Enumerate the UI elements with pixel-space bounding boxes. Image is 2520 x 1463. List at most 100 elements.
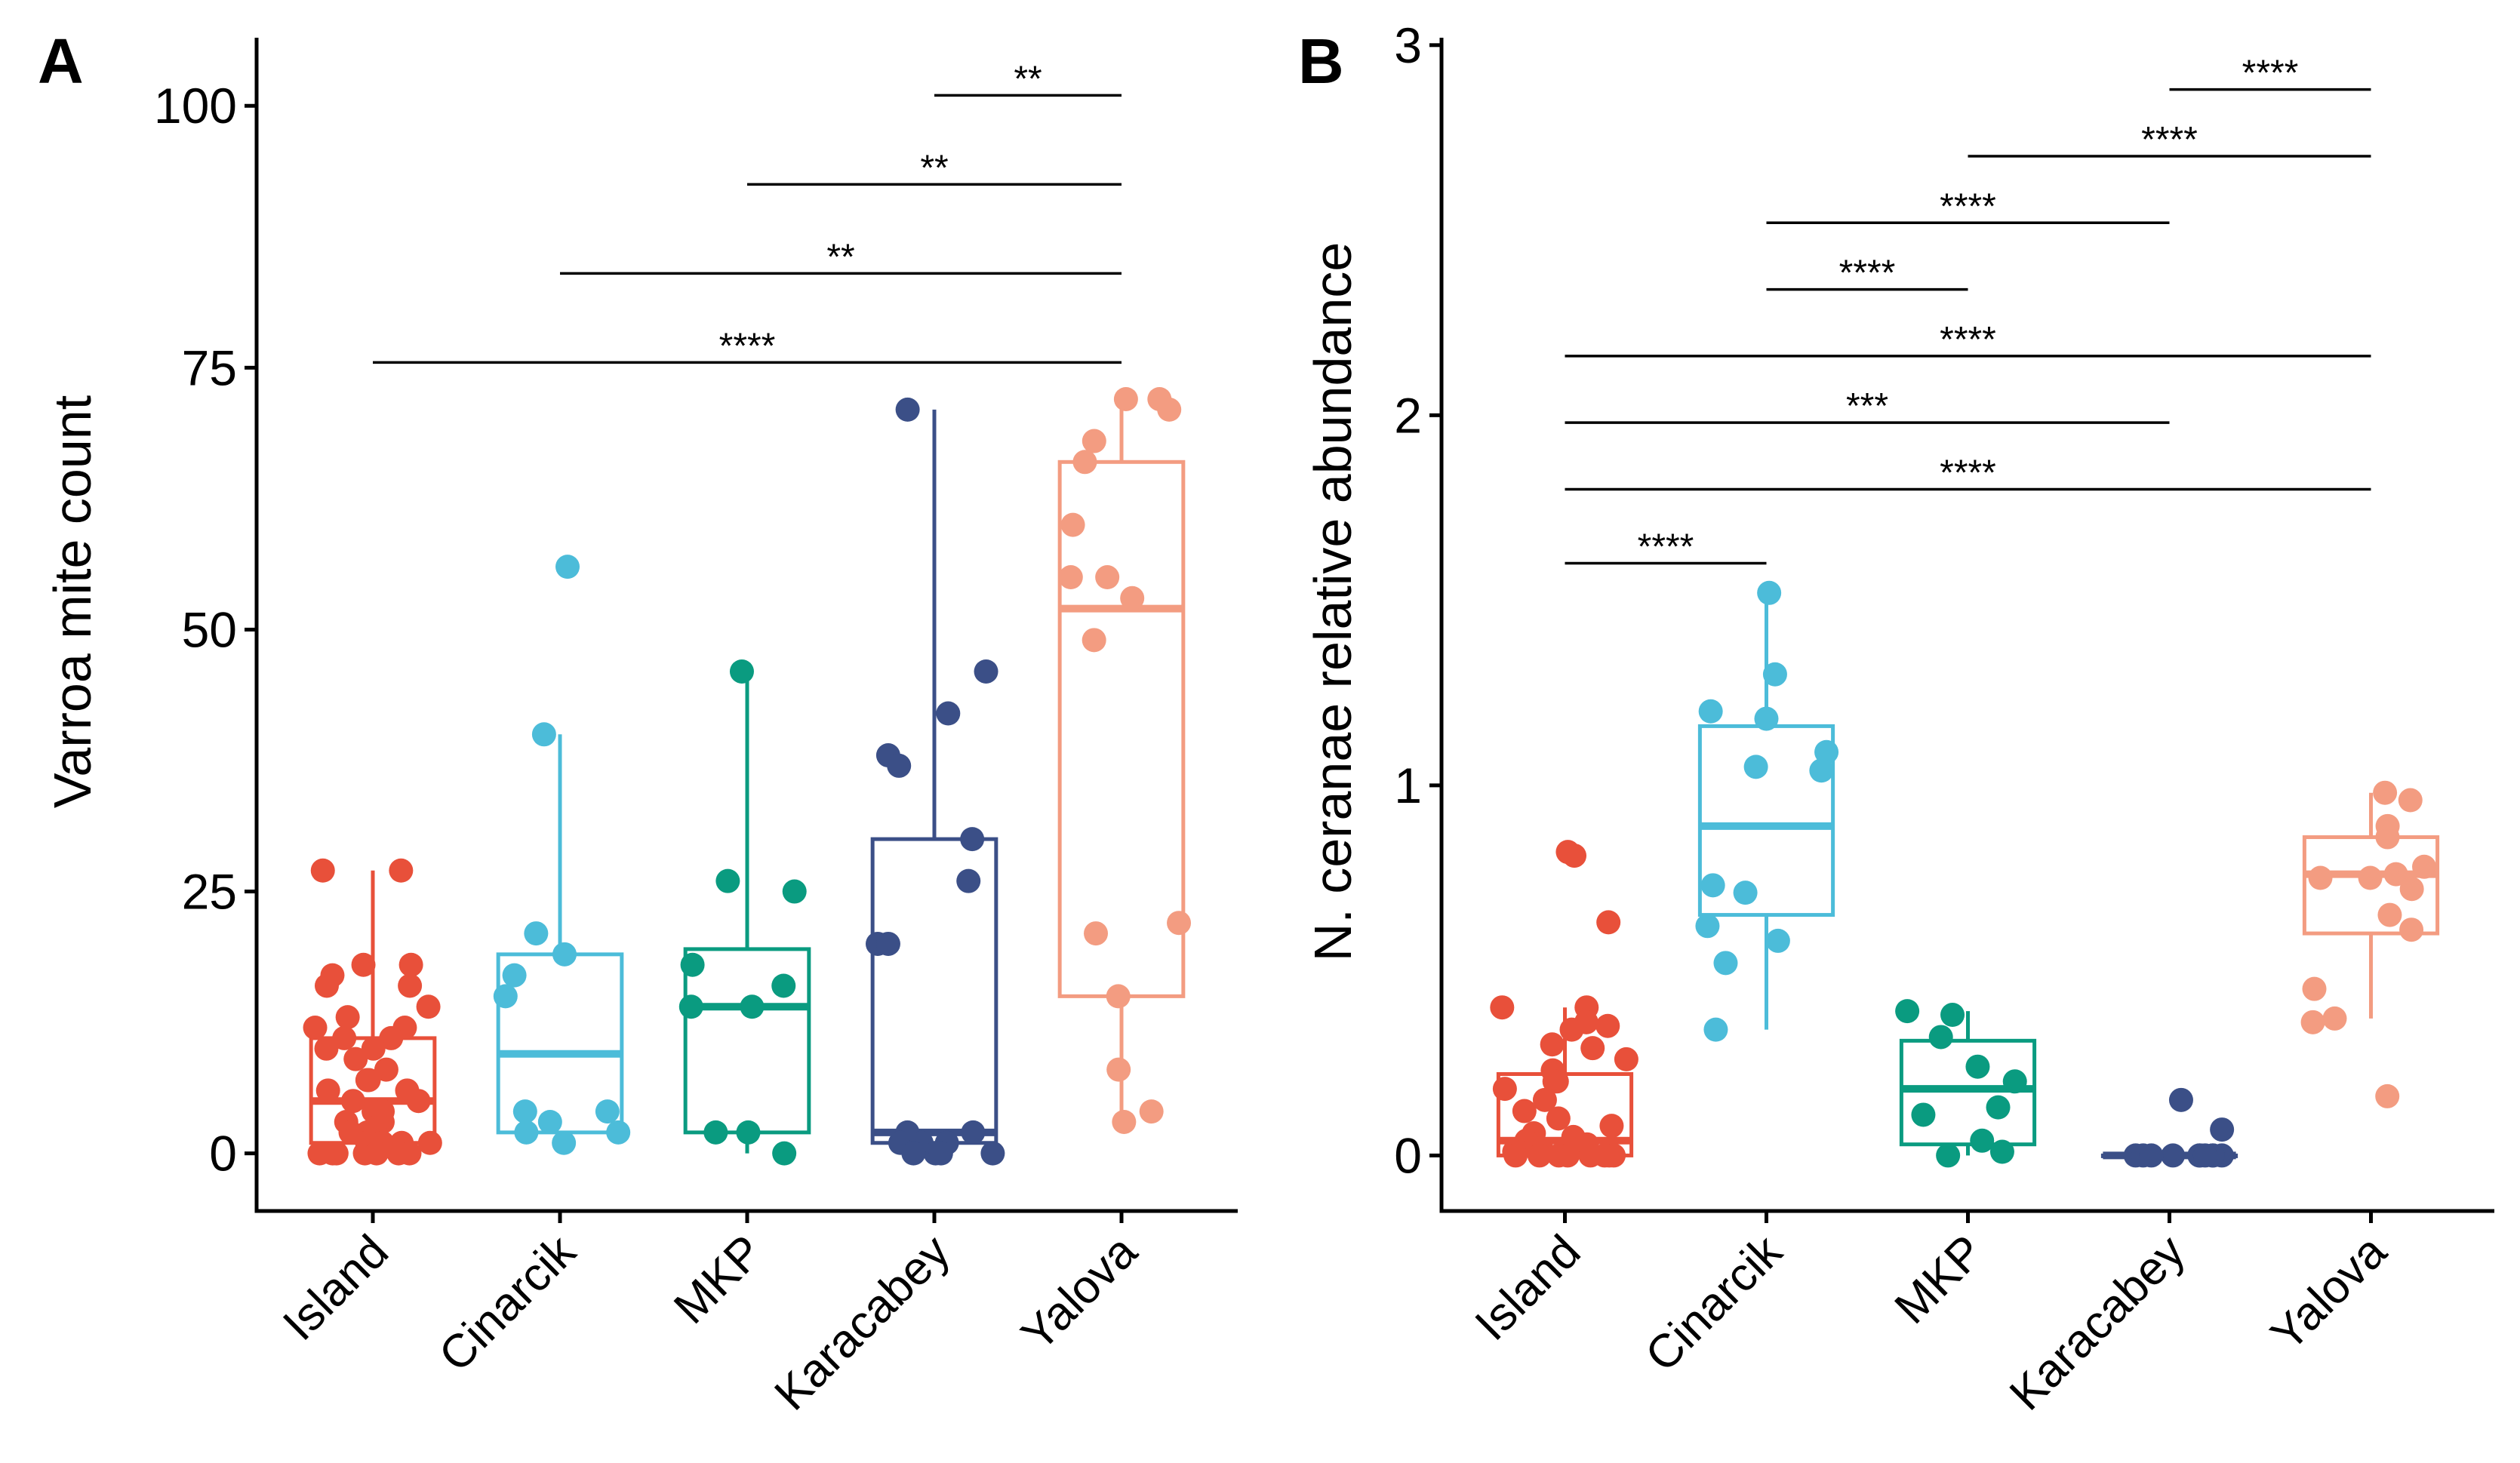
data-point-karacabey <box>936 701 961 726</box>
data-point-island <box>379 1025 404 1050</box>
data-point-karacabey <box>928 1141 953 1166</box>
x-tick-label-island: Island <box>273 1225 398 1351</box>
data-point-yalova <box>1072 450 1097 475</box>
data-point-cinarcik <box>552 942 577 967</box>
data-point-cinarcik <box>502 963 527 988</box>
data-point-island <box>1562 844 1587 868</box>
data-point-cinarcik <box>1743 755 1768 779</box>
data-point-karacabey <box>980 1141 1005 1166</box>
significance-label: ** <box>920 148 948 188</box>
data-point-island <box>1540 1032 1565 1057</box>
data-point-yalova <box>2399 877 2424 902</box>
data-point-island <box>1503 1143 1528 1168</box>
data-point-mkp <box>782 879 807 904</box>
data-point-mkp <box>1928 1025 1953 1050</box>
data-point-yalova <box>1082 429 1106 453</box>
data-point-yalova <box>1060 512 1085 537</box>
x-tick-label-karacabey: Karacabey <box>2000 1225 2195 1420</box>
data-point-yalova <box>2300 1010 2325 1034</box>
data-point-cinarcik <box>512 1099 537 1124</box>
y-axis-title: Varroa mite count <box>43 395 102 808</box>
data-point-yalova <box>2302 976 2327 1001</box>
data-point-mkp <box>1940 1003 1965 1028</box>
data-point-mkp <box>1989 1139 2014 1164</box>
data-point-cinarcik <box>1695 914 1720 939</box>
data-point-cinarcik <box>1762 662 1787 687</box>
data-point-cinarcik <box>1765 928 1790 953</box>
data-point-yalova <box>2375 1083 2400 1108</box>
panel-letter-b: B <box>1298 26 1344 97</box>
significance-label: **** <box>2242 54 2299 94</box>
data-point-yalova <box>2398 788 2423 813</box>
significance-label: **** <box>2141 120 2198 160</box>
data-point-karacabey <box>2210 1117 2235 1142</box>
significance-label: *** <box>1846 386 1888 426</box>
data-point-mkp <box>771 973 796 998</box>
data-point-mkp <box>1911 1102 1936 1127</box>
data-point-island <box>417 1130 442 1155</box>
data-point-karacabey <box>901 1141 926 1166</box>
data-point-yalova <box>1139 1099 1164 1124</box>
significance-label: **** <box>1940 453 1996 493</box>
data-point-mkp <box>680 952 705 977</box>
data-point-yalova <box>1167 911 1192 936</box>
data-point-yalova <box>2308 865 2333 890</box>
data-point-karacabey <box>2139 1143 2164 1168</box>
data-point-mkp <box>1895 999 1920 1024</box>
data-point-cinarcik <box>531 722 556 747</box>
data-point-island <box>1512 1099 1537 1123</box>
data-point-island <box>398 952 423 977</box>
data-point-karacabey <box>895 397 920 422</box>
data-point-yalova <box>1084 921 1109 946</box>
significance-label: ** <box>1014 59 1042 99</box>
x-tick-label-yalova: Yalova <box>2261 1225 2397 1361</box>
y-tick-label: 25 <box>182 864 237 920</box>
box-yalova <box>2302 835 2440 936</box>
data-point-cinarcik <box>1698 699 1723 724</box>
data-point-island <box>398 973 423 998</box>
data-point-cinarcik <box>1754 706 1779 731</box>
data-point-mkp <box>1986 1095 2011 1120</box>
data-point-island <box>361 1036 386 1061</box>
data-point-yalova <box>2373 780 2398 805</box>
data-point-karacabey <box>2161 1143 2186 1168</box>
data-point-yalova <box>2399 917 2424 942</box>
data-point-island <box>314 973 339 998</box>
data-point-karacabey <box>974 659 998 684</box>
data-point-karacabey <box>2192 1143 2217 1168</box>
y-tick-label: 1 <box>1394 758 1422 813</box>
y-tick-label: 0 <box>209 1126 237 1182</box>
data-point-island <box>1546 1106 1571 1131</box>
data-point-island <box>1599 1114 1624 1139</box>
data-point-island <box>343 1047 368 1071</box>
x-tick-label-cinarcik: Cinarcik <box>429 1225 586 1382</box>
data-point-yalova <box>1106 984 1131 1009</box>
data-point-island <box>1596 910 1621 935</box>
x-tick-label-mkp: MKP <box>664 1225 773 1334</box>
data-point-island <box>324 1141 349 1166</box>
x-tick-label-island: Island <box>1466 1225 1591 1351</box>
data-point-mkp <box>736 1120 761 1145</box>
data-point-cinarcik <box>1757 580 1782 605</box>
data-point-karacabey <box>961 1120 986 1145</box>
panel-letter-a: A <box>38 26 84 97</box>
data-point-yalova <box>1082 628 1106 653</box>
data-point-yalova <box>2377 902 2402 927</box>
significance-label: **** <box>1940 320 1996 360</box>
data-point-cinarcik <box>555 555 580 579</box>
data-point-island <box>389 858 414 883</box>
data-point-island <box>356 1068 381 1093</box>
data-point-yalova <box>2375 825 2400 850</box>
data-point-mkp <box>1965 1054 1990 1079</box>
data-point-yalova <box>1112 1109 1137 1134</box>
data-point-island <box>332 1025 357 1050</box>
data-point-cinarcik <box>595 1099 620 1124</box>
x-tick-label-mkp: MKP <box>1885 1225 1994 1334</box>
data-point-cinarcik <box>514 1120 539 1145</box>
data-point-island <box>1490 995 1515 1020</box>
significance-label: **** <box>719 326 776 366</box>
data-point-mkp <box>2002 1069 2027 1094</box>
data-point-yalova <box>1157 397 1182 422</box>
data-point-island <box>1580 1036 1605 1061</box>
